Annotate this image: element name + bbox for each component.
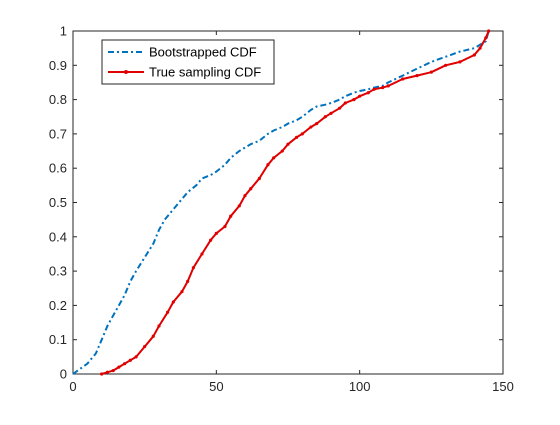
series-point-true-sampling — [366, 91, 370, 95]
series-point-true-sampling — [214, 231, 218, 235]
series-point-true-sampling — [329, 111, 333, 115]
series-point-true-sampling — [487, 29, 491, 33]
y-tick-label: 0.7 — [49, 126, 67, 141]
series-point-true-sampling — [372, 87, 376, 91]
series-point-true-sampling — [484, 36, 488, 40]
series-point-true-sampling — [266, 163, 270, 167]
series-point-true-sampling — [280, 149, 284, 153]
series-point-true-sampling — [257, 176, 261, 181]
series-point-true-sampling — [200, 252, 204, 256]
series-point-true-sampling — [381, 85, 385, 90]
series-point-true-sampling — [286, 142, 290, 146]
y-tick-label: 1 — [60, 24, 67, 39]
series-point-true-sampling — [415, 73, 419, 78]
x-tick-label: 150 — [492, 379, 514, 394]
series-point-true-sampling — [180, 290, 184, 294]
series-point-true-sampling — [478, 46, 482, 50]
series-point-true-sampling — [343, 101, 347, 105]
series-point-true-sampling — [157, 324, 161, 328]
series-point-true-sampling — [338, 106, 342, 110]
y-tick-label: 0 — [60, 367, 67, 382]
series-point-true-sampling — [401, 77, 405, 81]
series-point-true-sampling — [323, 115, 327, 119]
y-tick-label: 0.5 — [49, 195, 67, 210]
series-point-true-sampling — [186, 279, 190, 283]
series-point-true-sampling — [209, 238, 213, 242]
series-point-true-sampling — [223, 224, 227, 229]
legend-box — [101, 39, 275, 85]
series-point-true-sampling — [444, 63, 448, 67]
series-point-true-sampling — [128, 358, 132, 362]
series-point-true-sampling — [105, 370, 109, 374]
series-point-true-sampling — [315, 122, 319, 126]
axes-layer: 0 50 100 150 0 0.1 0.2 0.3 0.4 0.5 0.6 0.7 0.8 0.9 1 — [49, 24, 514, 395]
y-tick-label: 0.4 — [49, 229, 67, 244]
series-point-true-sampling — [117, 365, 121, 369]
y-tick-label: 0.2 — [49, 298, 67, 313]
x-tick-label: 0 — [69, 379, 76, 394]
series-point-true-sampling — [143, 344, 147, 349]
series-point-true-sampling — [191, 266, 195, 270]
legend-label-true-sampling: True sampling CDF — [149, 65, 261, 80]
legend: Bootstrapped CDF True sampling CDF — [101, 39, 275, 85]
series-point-true-sampling — [237, 204, 241, 208]
series-point-true-sampling — [166, 310, 170, 314]
series-point-true-sampling — [358, 94, 362, 98]
y-tick-label: 0.1 — [49, 332, 67, 347]
series-line-bootstrapped-cdf — [72, 30, 490, 375]
series-point-true-sampling — [272, 156, 276, 160]
y-tick-label: 0.9 — [49, 58, 67, 73]
legend-label-bootstrapped: Bootstrapped CDF — [149, 45, 257, 60]
series-point-true-sampling — [458, 60, 462, 64]
x-tick-label: 100 — [349, 379, 371, 394]
y-tick-label: 0.3 — [49, 264, 67, 279]
series-point-true-sampling — [249, 187, 253, 191]
series-layer — [72, 29, 491, 376]
series-point-true-sampling — [352, 98, 356, 102]
series-point-true-sampling — [386, 84, 390, 88]
series-point-true-sampling — [295, 135, 299, 139]
legend-marker-true-sampling — [124, 70, 128, 74]
series-point-true-sampling — [429, 70, 433, 74]
series-point-true-sampling — [300, 132, 304, 136]
series-point-true-sampling — [243, 194, 247, 198]
y-tick-label: 0.6 — [49, 161, 67, 176]
series-point-true-sampling — [100, 372, 104, 376]
series-point-true-sampling — [309, 125, 313, 129]
series-point-true-sampling — [472, 53, 476, 57]
y-tick-label: 0.8 — [49, 92, 67, 107]
series-point-true-sampling — [123, 362, 127, 366]
series-point-true-sampling — [171, 300, 175, 304]
series-point-true-sampling — [151, 334, 155, 338]
x-tick-label: 50 — [209, 379, 223, 394]
series-point-true-sampling — [229, 214, 233, 218]
series-point-true-sampling — [134, 355, 138, 359]
series-point-true-sampling — [111, 368, 115, 373]
